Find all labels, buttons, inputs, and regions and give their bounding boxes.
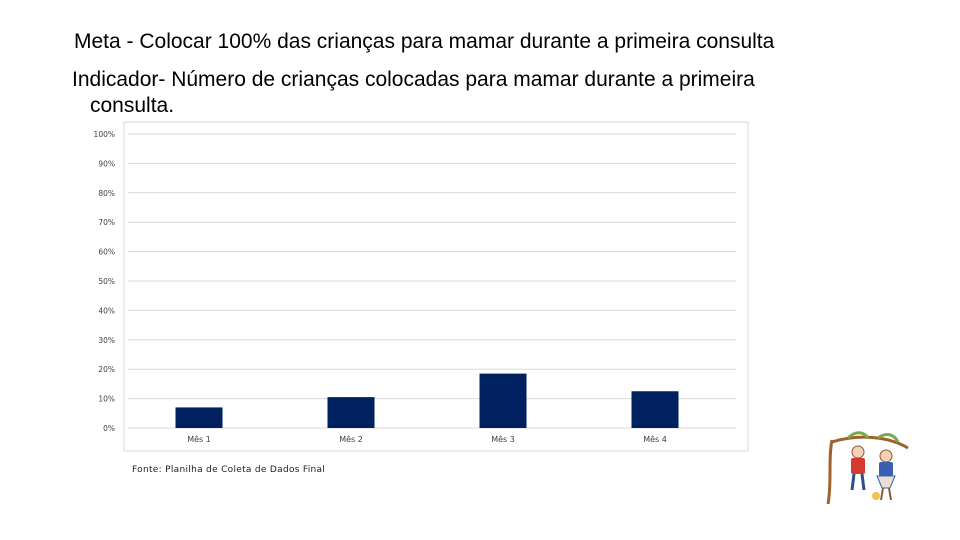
y-tick-label: 90% bbox=[98, 159, 115, 168]
source-note: Fonte: Planilha de Coleta de Dados Final bbox=[132, 465, 326, 475]
chart-frame bbox=[123, 121, 749, 452]
bar bbox=[327, 397, 375, 428]
y-tick-label: 100% bbox=[94, 130, 115, 139]
goal-text: Meta - Colocar 100% das crianças para ma… bbox=[74, 30, 775, 53]
x-axis-ticks: Mês 1 Mês 2 Mês 3 Mês 4 bbox=[187, 434, 667, 444]
bar bbox=[631, 391, 679, 428]
x-tick-label: Mês 2 bbox=[339, 434, 363, 444]
bar bbox=[175, 407, 223, 428]
x-tick-label: Mês 4 bbox=[643, 434, 667, 444]
gridlines bbox=[128, 133, 736, 429]
y-axis-ticks: 0% 10% 20% 30% 40% 50% 60% 70% 80% 90% 100% bbox=[94, 130, 115, 433]
y-tick-label: 70% bbox=[98, 218, 115, 227]
children-on-tree-branch-icon bbox=[826, 431, 909, 504]
y-tick-label: 30% bbox=[98, 336, 115, 345]
y-tick-label: 40% bbox=[98, 306, 115, 315]
x-tick-label: Mês 3 bbox=[491, 434, 515, 444]
x-tick-label: Mês 1 bbox=[187, 434, 211, 444]
y-tick-label: 50% bbox=[98, 277, 115, 286]
indicator-text: Indicador- Número de crianças colocadas … bbox=[72, 68, 755, 91]
indicator-text-continuation: consulta. bbox=[90, 94, 175, 117]
y-tick-label: 80% bbox=[98, 189, 115, 198]
bar bbox=[479, 373, 527, 428]
y-tick-label: 60% bbox=[98, 248, 115, 257]
y-tick-label: 10% bbox=[98, 395, 115, 404]
y-tick-label: 20% bbox=[98, 365, 115, 374]
bars bbox=[175, 373, 679, 428]
y-tick-label: 0% bbox=[103, 424, 115, 433]
